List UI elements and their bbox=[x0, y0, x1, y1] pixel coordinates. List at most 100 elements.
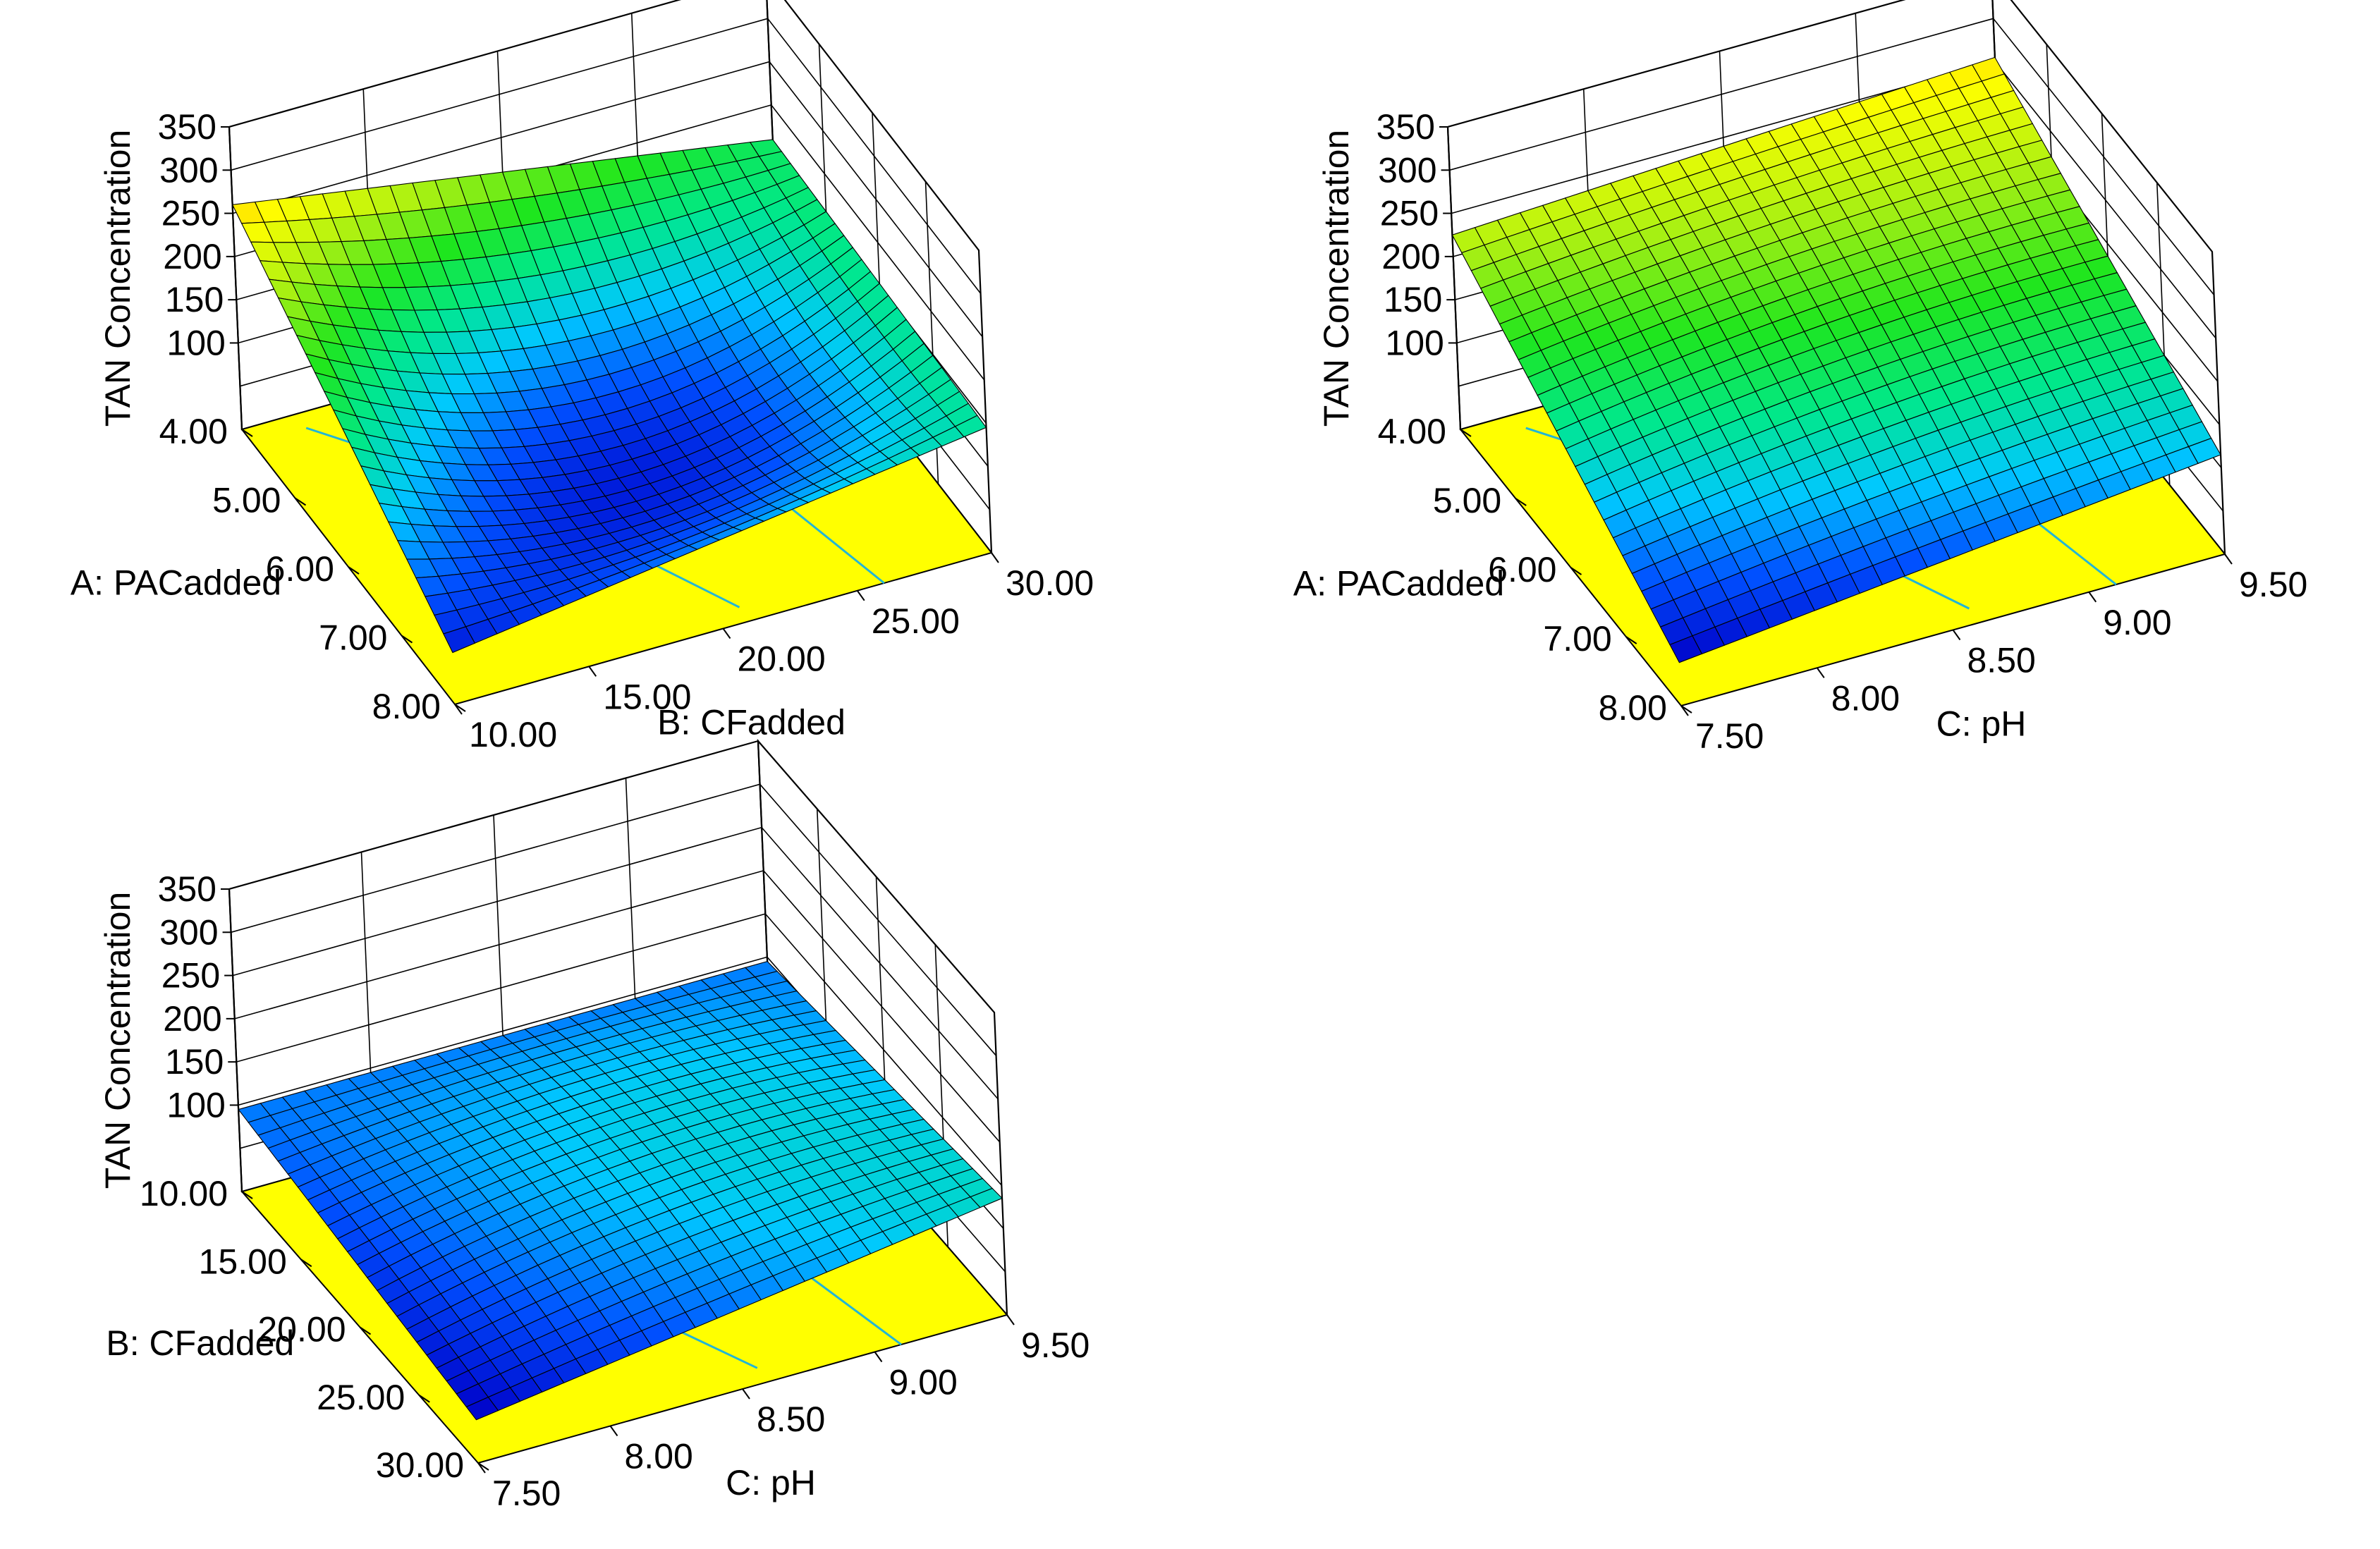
left-tick bbox=[1460, 429, 1472, 437]
surface-cell bbox=[954, 415, 987, 438]
left-tick-label: 25.00 bbox=[317, 1378, 405, 1417]
left-tick-label: 4.00 bbox=[1378, 412, 1446, 451]
z-tick-label: 150 bbox=[1384, 280, 1442, 319]
right-tick-label: 9.00 bbox=[889, 1363, 958, 1402]
right-tick bbox=[991, 552, 999, 563]
right-tick-label: 10.00 bbox=[469, 715, 557, 754]
z-tick-label: 300 bbox=[159, 150, 218, 190]
wall-grid-hline bbox=[232, 61, 983, 338]
left-tick-label: 7.00 bbox=[1543, 619, 1611, 659]
right-tick bbox=[1006, 1314, 1015, 1325]
z-tick-label: 350 bbox=[1377, 107, 1435, 147]
right-tick-label: 9.50 bbox=[1021, 1325, 1090, 1365]
z-tick-label: 250 bbox=[161, 956, 220, 996]
z-tick-label: 250 bbox=[1380, 194, 1439, 233]
z-tick-label: 350 bbox=[158, 107, 216, 147]
left-tick-label: 5.00 bbox=[212, 481, 281, 520]
right-tick-label: 25.00 bbox=[872, 601, 960, 641]
left-axis-title: A: PACadded bbox=[71, 563, 281, 603]
right-tick bbox=[1816, 667, 1825, 678]
surface-cell bbox=[2187, 437, 2221, 464]
z-tick-label: 250 bbox=[161, 194, 220, 233]
box-edge bbox=[1446, 126, 1462, 430]
left-tick bbox=[1515, 498, 1527, 506]
right-tick bbox=[856, 590, 865, 601]
left-tick-label: 20.00 bbox=[257, 1310, 346, 1349]
right-tick bbox=[1952, 629, 1961, 641]
z-axis-title: TAN Concentration bbox=[98, 130, 138, 427]
left-tick bbox=[418, 1394, 430, 1403]
left-tick bbox=[1680, 705, 1692, 714]
right-axis-title: B: CFadded bbox=[657, 703, 846, 742]
right-tick bbox=[588, 666, 597, 677]
surface-mesh bbox=[1451, 56, 2221, 663]
left-axis-title: A: PACadded bbox=[1293, 564, 1504, 604]
wall-grid-hline bbox=[1449, 18, 2215, 295]
left-tick bbox=[300, 1259, 312, 1268]
z-tick-label: 100 bbox=[166, 323, 225, 362]
left-tick bbox=[454, 704, 466, 712]
left-tick bbox=[241, 1191, 253, 1199]
left-axis-title: B: CFadded bbox=[106, 1323, 294, 1363]
z-tick-label: 200 bbox=[163, 237, 221, 276]
right-tick bbox=[1680, 705, 1689, 716]
z-tick-label: 200 bbox=[1381, 237, 1440, 276]
wall-grid-hline bbox=[236, 913, 1002, 1186]
z-axis-title: TAN Concentration bbox=[1317, 130, 1356, 427]
left-tick bbox=[477, 1462, 489, 1471]
right-axis-title: C: pH bbox=[1936, 704, 2027, 744]
surface-mesh bbox=[238, 960, 1003, 1421]
right-tick bbox=[477, 1462, 486, 1474]
right-tick bbox=[2224, 553, 2233, 565]
right-tick bbox=[2088, 592, 2097, 603]
wall-grid-hline bbox=[232, 826, 999, 1100]
right-tick bbox=[454, 704, 463, 715]
left-tick bbox=[359, 1326, 372, 1335]
right-tick-label: 7.50 bbox=[1695, 716, 1764, 756]
z-tick-label: 150 bbox=[165, 280, 224, 319]
right-tick-label: 9.00 bbox=[2103, 603, 2171, 642]
left-tick-label: 5.00 bbox=[1433, 481, 1501, 520]
left-tick bbox=[241, 429, 253, 437]
left-tick-label: 6.00 bbox=[266, 549, 334, 589]
left-tick bbox=[1570, 567, 1582, 575]
box-edge bbox=[228, 888, 243, 1192]
wall-grid-hline bbox=[234, 869, 1001, 1143]
z-tick-label: 200 bbox=[163, 999, 221, 1039]
right-axis-title: C: pH bbox=[726, 1463, 816, 1502]
left-tick-label: 15.00 bbox=[199, 1242, 287, 1281]
left-tick-label: 6.00 bbox=[1488, 550, 1556, 589]
right-tick-label: 8.50 bbox=[1967, 641, 2036, 680]
left-tick-label: 7.00 bbox=[319, 618, 387, 658]
left-tick-label: 8.00 bbox=[372, 687, 441, 726]
right-tick bbox=[742, 1388, 750, 1400]
left-tick-label: 30.00 bbox=[376, 1445, 464, 1485]
z-tick-label: 150 bbox=[165, 1042, 224, 1082]
right-tick-label: 20.00 bbox=[738, 639, 826, 679]
left-tick bbox=[1625, 636, 1637, 644]
left-tick bbox=[348, 566, 360, 575]
right-tick-label: 30.00 bbox=[1006, 563, 1094, 603]
z-tick-label: 300 bbox=[159, 912, 218, 952]
z-tick-label: 300 bbox=[1378, 150, 1436, 190]
box-edge bbox=[228, 126, 243, 430]
surface-cell bbox=[970, 1187, 1003, 1208]
right-tick-label: 15.00 bbox=[603, 677, 691, 716]
right-tick bbox=[722, 627, 731, 639]
left-tick-label: 10.00 bbox=[140, 1174, 228, 1213]
right-tick bbox=[874, 1351, 883, 1363]
left-tick bbox=[294, 497, 307, 506]
right-tick bbox=[609, 1425, 618, 1437]
left-tick-label: 8.00 bbox=[1599, 688, 1667, 728]
right-tick-label: 8.00 bbox=[625, 1437, 693, 1476]
wall-grid-hline bbox=[231, 783, 997, 1056]
z-tick-label: 350 bbox=[158, 869, 216, 909]
z-tick-label: 100 bbox=[166, 1085, 225, 1125]
z-tick-label: 100 bbox=[1385, 323, 1444, 362]
z-axis-title: TAN Concentration bbox=[98, 892, 138, 1189]
wall-grid-hline bbox=[231, 18, 982, 294]
right-tick-label: 8.00 bbox=[1831, 678, 1900, 718]
